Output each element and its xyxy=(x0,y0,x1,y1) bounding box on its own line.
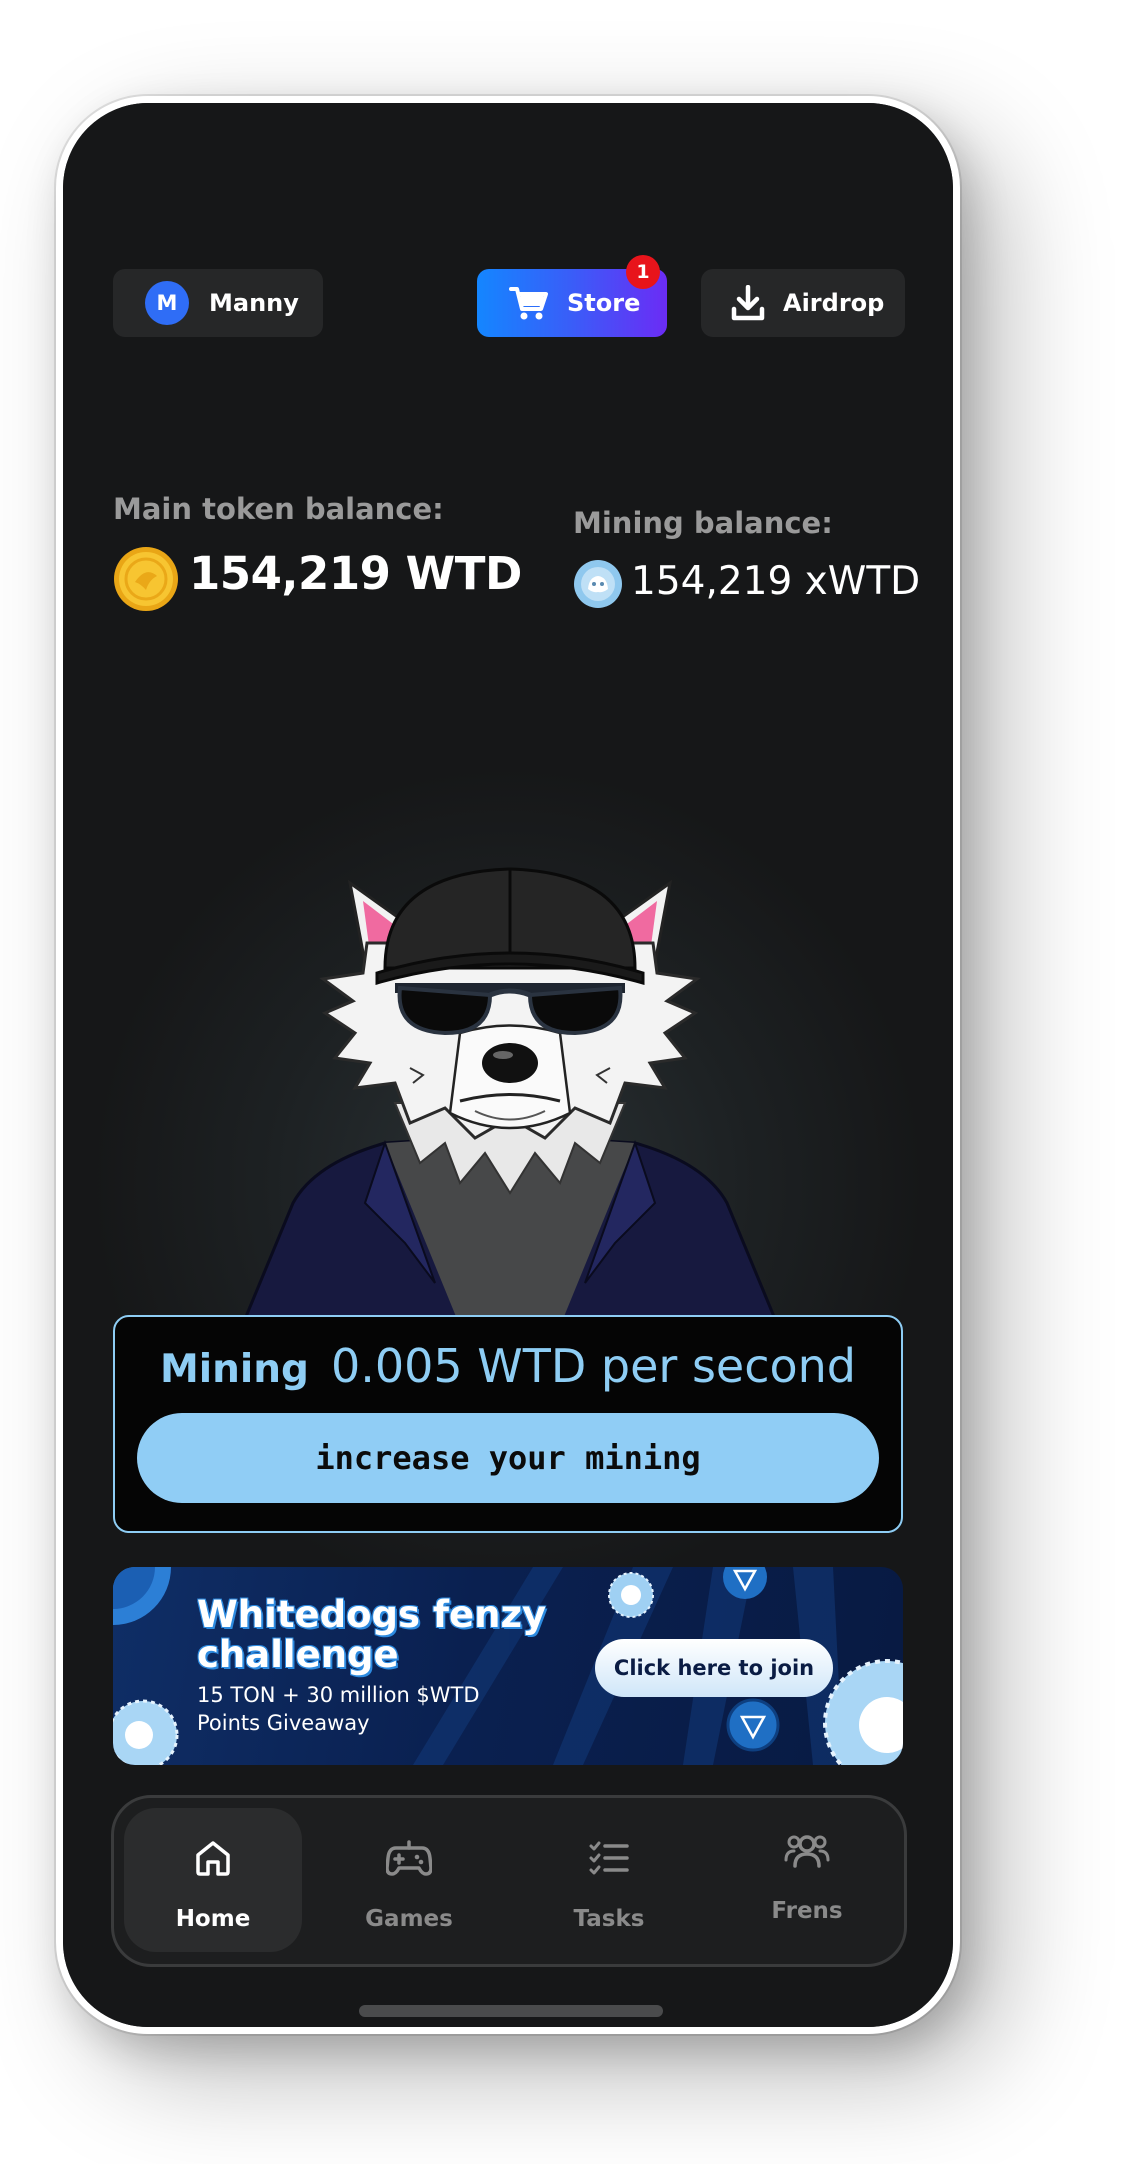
gamepad-icon xyxy=(386,1840,432,1876)
xwtd-coin-icon xyxy=(573,559,623,613)
app-screen: M Manny Store 1 Airdrop Main token balan… xyxy=(63,103,953,2027)
mining-rate-line: Mining 0.005 WTD per second xyxy=(115,1339,901,1393)
avatar: M xyxy=(145,281,189,325)
mining-balance-value: 154,219 xWTD xyxy=(631,559,921,604)
nav-games[interactable]: Games xyxy=(320,1808,498,1952)
tasks-icon xyxy=(589,1841,629,1875)
bottom-navigation: Home Games Tasks xyxy=(111,1795,907,1967)
nav-games-label: Games xyxy=(365,1906,453,1932)
store-label: Store xyxy=(567,289,641,317)
phone-frame: M Manny Store 1 Airdrop Main token balan… xyxy=(56,96,960,2034)
download-icon xyxy=(731,285,765,321)
store-notification-badge: 1 xyxy=(626,255,660,289)
main-balance-label: Main token balance: xyxy=(113,492,444,526)
banner-background-decoration xyxy=(113,1567,903,1765)
friends-icon xyxy=(784,1835,830,1868)
nav-tasks[interactable]: Tasks xyxy=(520,1808,698,1952)
airdrop-button[interactable]: Airdrop xyxy=(701,269,905,337)
user-name: Manny xyxy=(209,289,299,317)
dog-mascot-illustration xyxy=(245,867,775,1319)
home-indicator[interactable] xyxy=(359,2005,663,2017)
nav-frens[interactable]: Frens xyxy=(718,1808,896,1952)
airdrop-label: Airdrop xyxy=(783,289,885,317)
mining-rate: 0.005 WTD per second xyxy=(330,1339,857,1393)
main-balance-value: 154,219 WTD xyxy=(189,547,522,600)
banner-title: Whitedogs fenzy challenge xyxy=(197,1593,547,1676)
user-profile-button[interactable]: M Manny xyxy=(113,269,323,337)
nav-home[interactable]: Home xyxy=(124,1808,302,1952)
challenge-banner[interactable]: Whitedogs fenzy challenge 15 TON + 30 mi… xyxy=(113,1567,903,1765)
cart-icon xyxy=(509,287,548,320)
nav-tasks-label: Tasks xyxy=(573,1906,645,1932)
mining-panel: Mining 0.005 WTD per second increase your… xyxy=(113,1315,903,1533)
mining-balance-label: Mining balance: xyxy=(573,506,833,540)
nav-frens-label: Frens xyxy=(771,1898,843,1924)
wtd-coin-icon xyxy=(113,546,179,616)
nav-home-label: Home xyxy=(175,1906,251,1932)
home-icon xyxy=(196,1841,230,1876)
mining-label: Mining xyxy=(159,1347,309,1392)
increase-mining-button[interactable]: increase your mining xyxy=(137,1413,879,1503)
banner-subtitle: 15 TON + 30 million $WTD Points Giveaway xyxy=(197,1683,480,1735)
join-challenge-button[interactable]: Click here to join xyxy=(595,1639,833,1697)
